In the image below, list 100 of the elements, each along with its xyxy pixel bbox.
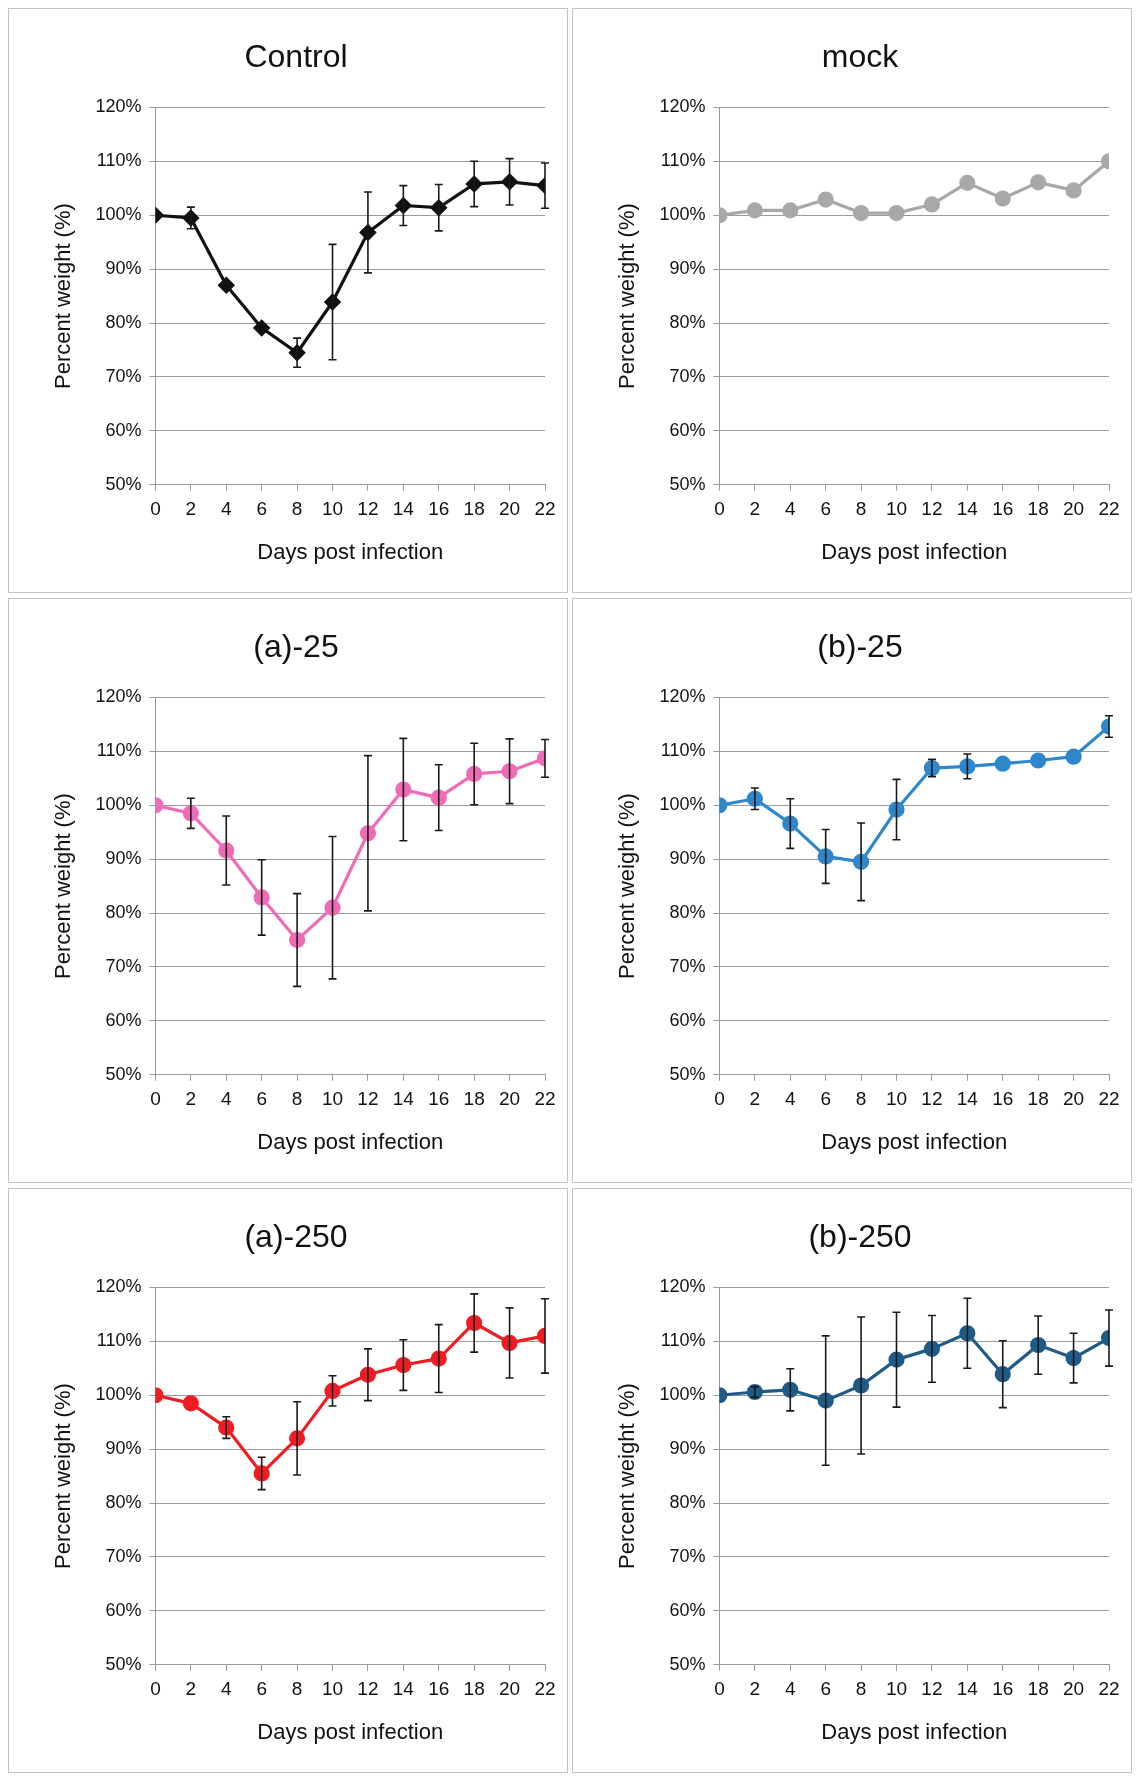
x-tick-label: 12 — [921, 1678, 943, 1700]
chart-title: (b)-25 — [817, 628, 903, 665]
x-tick-label: 8 — [291, 1088, 303, 1110]
x-tick-label: 6 — [820, 498, 831, 520]
y-tick-label: 90% — [105, 1438, 142, 1459]
x-tick-label: 2 — [749, 1088, 761, 1110]
y-axis-title: Percent weight (%) — [614, 793, 640, 980]
y-tick-label: 110% — [96, 1330, 142, 1351]
y-tick-label: 70% — [669, 1545, 706, 1566]
x-tick-label: 22 — [534, 1678, 556, 1700]
x-tick-label: 18 — [1027, 1088, 1049, 1110]
x-tick-label: 0 — [150, 498, 161, 520]
y-tick-label: 60% — [105, 1009, 142, 1030]
x-tick-label: 12 — [921, 1088, 943, 1110]
x-axis-title: Days post infection — [257, 538, 444, 564]
point — [324, 899, 341, 916]
point — [395, 1356, 412, 1374]
y-tick-label: 70% — [669, 365, 706, 386]
y-axis-title: Percent weight (%) — [50, 203, 76, 390]
y-tick-label: 80% — [105, 312, 142, 333]
x-tick-label: 0 — [150, 1088, 161, 1110]
y-tick-label: 100% — [659, 1384, 706, 1405]
x-tick-label: 2 — [185, 1678, 197, 1700]
x-tick-label: 12 — [357, 1088, 379, 1110]
x-tick-label: 14 — [392, 498, 415, 520]
y-tick-label: 70% — [105, 955, 142, 976]
x-tick-label: 22 — [534, 498, 556, 520]
x-tick-label: 4 — [220, 1678, 232, 1700]
point — [994, 755, 1011, 772]
y-tick-label: 80% — [669, 902, 706, 923]
x-tick-label: 16 — [992, 498, 1014, 520]
y-tick-label: 60% — [105, 419, 142, 440]
x-tick-label: 16 — [428, 1088, 450, 1110]
point — [1065, 1349, 1082, 1367]
y-tick-label: 70% — [669, 955, 706, 976]
x-tick-label: 20 — [1063, 1088, 1085, 1110]
y-tick-label: 70% — [105, 1545, 142, 1566]
point — [1030, 174, 1047, 191]
x-tick-label: 14 — [392, 1088, 415, 1110]
y-tick-label: 120% — [95, 686, 142, 707]
x-axis-title: Days post infection — [821, 538, 1008, 564]
x-tick-label: 2 — [185, 1088, 197, 1110]
x-axis-title: Days post infection — [257, 1718, 444, 1744]
x-tick-label: 8 — [291, 498, 303, 520]
x-tick-label: 18 — [463, 1088, 485, 1110]
y-tick-label: 60% — [669, 419, 706, 440]
y-tick-label: 80% — [669, 1492, 706, 1513]
x-tick-label: 8 — [291, 1678, 303, 1700]
x-tick-label: 0 — [714, 1678, 725, 1700]
x-tick-label: 10 — [885, 1678, 908, 1700]
point — [994, 190, 1011, 207]
x-tick-label: 8 — [855, 1678, 867, 1700]
x-tick-label: 6 — [256, 498, 267, 520]
point — [324, 1382, 341, 1400]
point — [746, 1383, 763, 1401]
point — [253, 1465, 270, 1482]
x-tick-label: 14 — [392, 1678, 415, 1700]
x-tick-label: 4 — [220, 1088, 232, 1110]
x-tick-label: 6 — [820, 1088, 831, 1110]
x-tick-label: 10 — [321, 1678, 344, 1700]
y-tick-label: 120% — [659, 686, 706, 707]
x-tick-label: 0 — [150, 1678, 161, 1700]
point — [501, 1334, 518, 1352]
y-tick-label: 110% — [96, 150, 142, 171]
x-tick-label: 18 — [1027, 498, 1049, 520]
x-tick-label: 20 — [499, 1678, 521, 1700]
point — [959, 758, 976, 775]
x-tick-label: 2 — [749, 1678, 761, 1700]
chart-title: (a)-250 — [244, 1218, 348, 1255]
x-tick-label: 22 — [534, 1088, 556, 1110]
x-tick-label: 16 — [992, 1088, 1014, 1110]
y-tick-label: 110% — [660, 740, 706, 761]
x-axis-title: Days post infection — [257, 1128, 444, 1154]
x-tick-label: 14 — [956, 1088, 979, 1110]
x-tick-label: 10 — [885, 498, 908, 520]
x-tick-label: 0 — [714, 498, 725, 520]
y-tick-label: 90% — [105, 848, 142, 869]
point — [817, 848, 834, 865]
y-tick-label: 50% — [669, 1063, 706, 1084]
x-tick-label: 22 — [1098, 1088, 1120, 1110]
x-tick-label: 16 — [428, 1678, 450, 1700]
x-tick-label: 2 — [749, 498, 761, 520]
x-tick-label: 20 — [1063, 498, 1085, 520]
y-tick-label: 100% — [659, 794, 706, 815]
x-tick-label: 6 — [256, 1678, 267, 1700]
y-tick-label: 50% — [669, 473, 706, 494]
point — [253, 889, 270, 906]
point — [1065, 748, 1082, 765]
y-axis-title: Percent weight (%) — [614, 1383, 640, 1570]
chart-title: (a)-25 — [253, 628, 339, 665]
x-tick-label: 2 — [185, 498, 197, 520]
x-tick-label: 18 — [463, 498, 485, 520]
point — [888, 204, 905, 222]
y-tick-label: 90% — [105, 258, 142, 279]
point — [923, 196, 941, 213]
y-axis-title: Percent weight (%) — [50, 1383, 76, 1570]
point — [1065, 182, 1082, 199]
point — [253, 319, 270, 337]
y-tick-label: 110% — [96, 740, 142, 761]
point — [324, 293, 341, 311]
